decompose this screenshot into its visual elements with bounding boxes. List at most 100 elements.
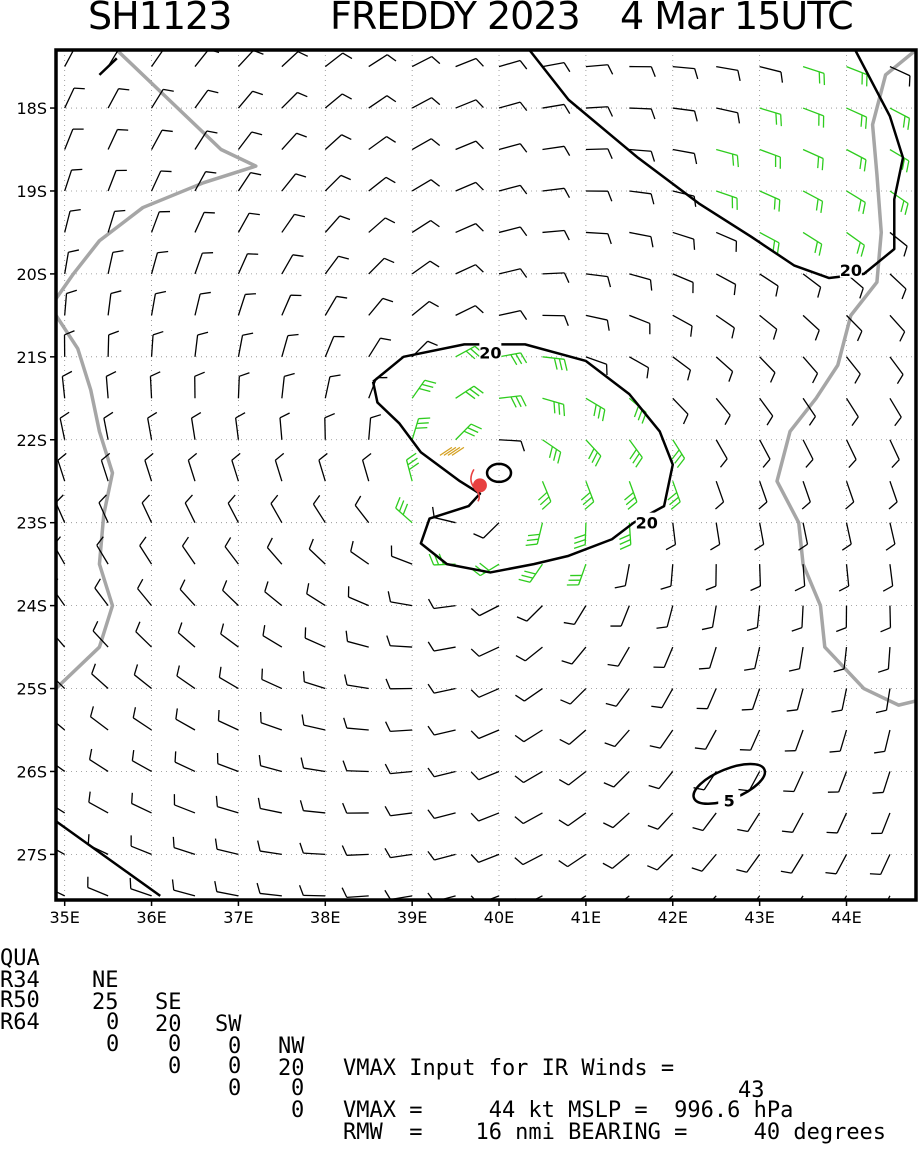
wind-barb — [876, 689, 890, 713]
r50-nw: 0 — [291, 1078, 304, 1100]
r64-label: R64 — [0, 1012, 40, 1034]
wind-barb — [673, 150, 697, 164]
wind-barb — [751, 564, 761, 590]
wind-barb — [889, 481, 897, 509]
wind-barb — [693, 813, 717, 831]
wind-barb — [661, 564, 673, 589]
wind-barb — [673, 108, 697, 121]
y-tick-label: 24S — [16, 597, 47, 616]
wind-barb — [302, 715, 325, 730]
wind-barb — [195, 90, 218, 108]
wind-barb — [369, 177, 396, 191]
wind-barb — [385, 890, 412, 899]
wind-barb — [560, 730, 586, 744]
wind-barb — [369, 378, 388, 399]
wind-barb — [300, 885, 326, 896]
wind-barb — [499, 440, 524, 452]
wind-barb — [673, 315, 692, 336]
wind-barb — [881, 606, 891, 632]
wind-barb — [706, 564, 716, 590]
wind-barb — [456, 58, 484, 66]
wind-barb — [629, 274, 651, 291]
wind-barb — [305, 627, 325, 647]
wind-barb — [890, 440, 899, 468]
wind-barb — [232, 453, 240, 481]
qua-nw: NW — [278, 1036, 305, 1058]
wind-barb — [783, 771, 803, 791]
wind-barb — [716, 398, 730, 424]
wind-barb — [760, 357, 775, 383]
wind-barb — [847, 67, 867, 87]
wind-barb — [785, 730, 803, 751]
wind-barb — [803, 315, 819, 340]
wind-barb — [604, 771, 629, 787]
wind-barb — [499, 269, 527, 278]
wind-barb — [369, 55, 396, 67]
wind-barb — [499, 396, 526, 408]
r50-se: 0 — [168, 1034, 181, 1056]
wind-barb — [803, 232, 822, 255]
wind-barb — [65, 169, 83, 191]
wind-barb — [90, 749, 109, 771]
wind-barb — [192, 413, 201, 440]
wind-barb — [562, 647, 586, 664]
wind-barb — [760, 315, 777, 339]
wind-barb — [386, 679, 412, 689]
wind-barb — [325, 53, 352, 66]
wind-barb — [258, 841, 282, 855]
wind-barb — [499, 102, 527, 111]
wind-barb — [629, 67, 655, 77]
wind-barb — [391, 546, 412, 565]
wind-barb — [847, 357, 861, 384]
wind-barb — [883, 564, 892, 591]
wind-barb — [760, 398, 773, 425]
wind-barb — [228, 495, 238, 523]
wind-barb — [890, 315, 905, 341]
wind-barb — [275, 453, 283, 481]
wind-barb — [138, 579, 152, 605]
wind-barb — [742, 689, 760, 710]
wind-barb — [542, 104, 569, 113]
plot-frame — [56, 50, 916, 900]
wind-barb — [586, 398, 605, 421]
wind-barb — [673, 67, 698, 79]
wind-barb — [152, 212, 170, 233]
wind-barb — [195, 49, 219, 66]
wind-barb — [132, 750, 151, 771]
wind-barb — [325, 414, 335, 440]
wind-barb — [456, 141, 484, 149]
wind-barb — [499, 227, 527, 236]
wind-barb — [747, 606, 760, 631]
wind-barb — [180, 580, 195, 606]
wind-barb — [847, 150, 866, 172]
wind-barb — [710, 523, 719, 550]
wind-barb — [145, 453, 153, 481]
wind-barb — [760, 67, 783, 83]
wind-barb — [564, 606, 586, 625]
wind-barb — [412, 139, 440, 150]
wind-barb — [177, 665, 195, 688]
wind-barb — [148, 412, 157, 439]
wind-barb — [369, 415, 381, 440]
vmax-mslp-line: VMAX = 44 kt MSLP = 996.6 hPa — [343, 1100, 793, 1122]
wind-barb — [760, 191, 780, 212]
wind-barb — [603, 854, 629, 868]
wind-barb — [456, 182, 484, 191]
wind-barb — [871, 813, 890, 834]
wind-barb — [88, 877, 108, 896]
wind-barb — [847, 108, 867, 129]
wind-barb — [428, 810, 456, 819]
wind-barb — [385, 806, 412, 815]
wind-barb — [608, 647, 630, 666]
wind-barb — [538, 481, 550, 509]
wind-barb — [178, 623, 195, 648]
wind-barb — [355, 496, 368, 523]
wind-barb — [265, 581, 282, 605]
wind-barb — [542, 315, 568, 325]
wind-barb — [847, 232, 865, 256]
wind-barb — [716, 274, 735, 295]
wind-barb — [172, 879, 194, 895]
wind-barb — [715, 481, 723, 509]
wind-barb — [412, 418, 430, 440]
